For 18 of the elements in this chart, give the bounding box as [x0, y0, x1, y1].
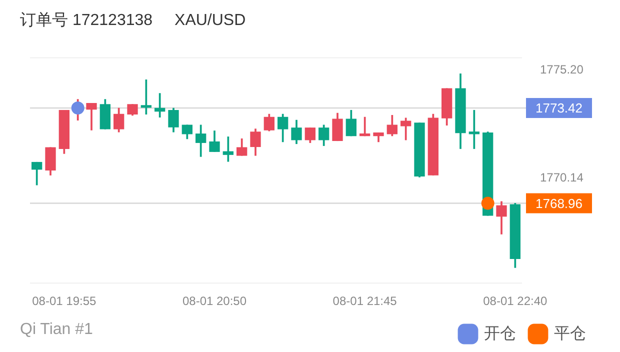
- candlestick: [468, 110, 480, 149]
- ref-line-label: 1768.96: [536, 196, 582, 211]
- x-tick-label: 08-01 22:40: [483, 294, 548, 308]
- y-tick-label: 1770.14: [540, 170, 584, 184]
- chart-title: 订单号 172123138: [20, 12, 153, 29]
- legend-label: 平仓: [554, 325, 586, 342]
- ref-line-label: 1773.42: [536, 100, 582, 116]
- chart-subtitle: XAU/USD: [174, 12, 246, 29]
- candlestick: [360, 116, 370, 136]
- text: Qi Tian #1: [20, 321, 93, 339]
- legend-label: 开仓: [484, 325, 516, 342]
- x-tick-label: 08-01 19:55: [32, 294, 97, 308]
- x-tick-label: 08-01 21:45: [332, 294, 398, 308]
- candlestick: [222, 136, 234, 162]
- x-tick-label: 08-01 20:50: [182, 294, 247, 308]
- candlestick: [154, 93, 166, 118]
- y-tick-label: 1775.20: [540, 62, 584, 76]
- candlestick: [140, 80, 152, 115]
